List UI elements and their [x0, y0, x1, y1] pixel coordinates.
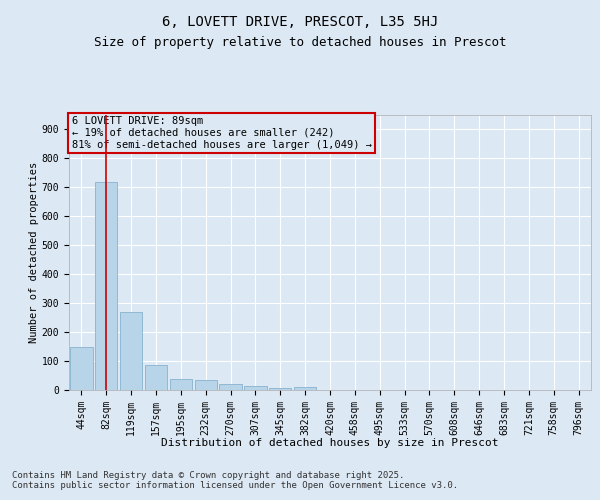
Bar [120, 312, 142, 390]
Text: Contains HM Land Registry data © Crown copyright and database right 2025.
Contai: Contains HM Land Registry data © Crown c… [12, 470, 458, 490]
Y-axis label: Number of detached properties: Number of detached properties [29, 162, 39, 343]
Bar [269, 388, 292, 390]
Text: 6 LOVETT DRIVE: 89sqm
← 19% of detached houses are smaller (242)
81% of semi-det: 6 LOVETT DRIVE: 89sqm ← 19% of detached … [71, 116, 371, 150]
Bar [95, 182, 118, 390]
Bar [194, 380, 217, 390]
Bar [294, 387, 316, 390]
Text: Size of property relative to detached houses in Prescot: Size of property relative to detached ho… [94, 36, 506, 49]
Bar [244, 386, 266, 390]
Text: 6, LOVETT DRIVE, PRESCOT, L35 5HJ: 6, LOVETT DRIVE, PRESCOT, L35 5HJ [162, 16, 438, 30]
Bar [220, 384, 242, 390]
Bar [70, 346, 92, 390]
X-axis label: Distribution of detached houses by size in Prescot: Distribution of detached houses by size … [161, 438, 499, 448]
Bar [170, 379, 192, 390]
Bar [145, 366, 167, 390]
